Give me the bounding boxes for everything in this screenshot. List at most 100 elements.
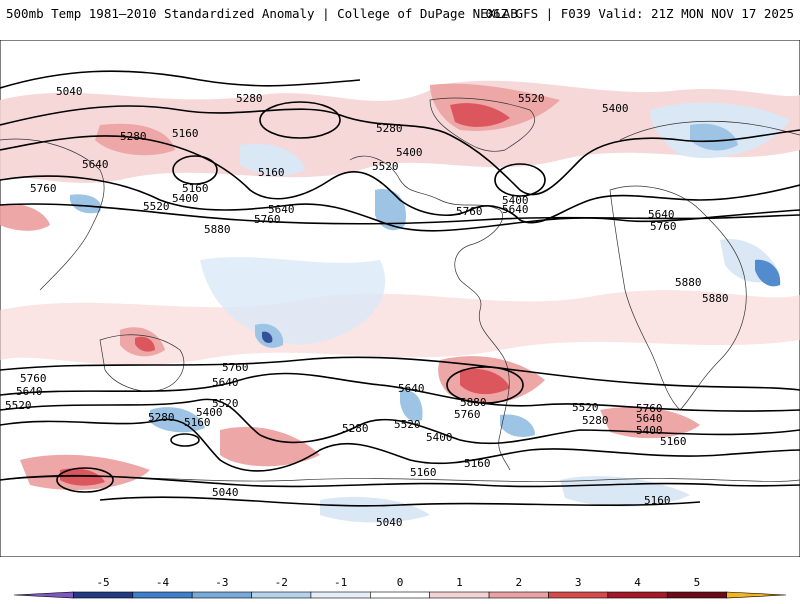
contour-label: 5280 (582, 414, 609, 427)
contour-label: 5520 (372, 160, 399, 173)
anomaly-shading (0, 80, 800, 523)
contour-label: 5280 (376, 122, 403, 135)
contour-label: 5520 (212, 397, 239, 410)
contour-label: 5880 (204, 223, 231, 236)
contour-label: 5280 (236, 92, 263, 105)
contour-label: 5640 (82, 158, 109, 171)
contour-label: 5400 (172, 192, 199, 205)
eurasia-coastline (619, 120, 800, 141)
contour-label: 5880 (675, 276, 702, 289)
contour-label: 5760 (636, 402, 663, 415)
contour-labels: 5040 5280 5280 5160 5640 5160 5760 5520 … (5, 85, 729, 529)
contour-label: 5640 (398, 382, 425, 395)
contour-label: 5160 (258, 166, 285, 179)
contour-line (0, 398, 800, 445)
contour-label: 5400 (396, 146, 423, 159)
contour-label: 5640 (502, 203, 529, 216)
greenland-coastline (429, 97, 535, 152)
height-contours (0, 70, 800, 507)
colorbar-tick-label: -5 (96, 576, 109, 589)
colorbar-tick-label: 5 (694, 576, 701, 589)
colorbar-tick-label: 4 (634, 576, 641, 589)
contour-closed-low (259, 101, 341, 139)
asia-coastline (0, 138, 105, 291)
contour-label: 5760 (20, 372, 47, 385)
contour-label: 5280 (120, 130, 147, 143)
contour-label: 5160 (644, 494, 671, 507)
model-run-info: 06Z GFS | F039 Valid: 21Z MON NOV 17 202… (485, 6, 794, 21)
contour-label: 5880 (460, 396, 487, 409)
colorbar-segment (132, 591, 193, 599)
colorbar-segment (370, 591, 430, 599)
colorbar-tick-label: -1 (334, 576, 347, 589)
contour-label: 5280 (148, 411, 175, 424)
coastlines (0, 97, 800, 482)
map-canvas: 5040 5280 5280 5160 5640 5160 5760 5520 … (0, 40, 800, 557)
contour-label: 5520 (394, 418, 421, 431)
colorbar-tick-label: -4 (156, 576, 170, 589)
contour-label: 5760 (254, 213, 281, 226)
contour-label: 5760 (456, 205, 483, 218)
colorbar-canvas: -5 -4 -3 -2 -1 0 1 2 3 4 5 (13, 576, 787, 599)
contour-label: 5160 (182, 182, 209, 195)
contour-label: 5760 (222, 361, 249, 374)
contour-line (0, 105, 800, 196)
contour-label: 5400 (602, 102, 629, 115)
contour-line (99, 496, 701, 507)
map-title: 500mb Temp 1981–2010 Standardized Anomal… (6, 6, 518, 21)
americas-coastline (349, 155, 511, 471)
contour-label: 5040 (56, 85, 83, 98)
contour-label: 5160 (184, 416, 211, 429)
contour-closed-low (494, 163, 546, 197)
contour-closed-high (56, 467, 114, 493)
contour-label: 5880 (702, 292, 729, 305)
contour-label: 5520 (143, 200, 170, 213)
australia-coastline (99, 334, 185, 392)
colorbar-segment (607, 591, 668, 599)
contour-label: 5520 (5, 399, 32, 412)
contour-label: 5400 (196, 406, 223, 419)
contour-label: 5640 (648, 208, 675, 221)
contour-closed-high (446, 366, 524, 404)
africa-europe-coastline (609, 185, 747, 411)
contour-closed-low (170, 433, 200, 447)
contour-label: 5640 (16, 385, 43, 398)
colorbar-segment (429, 591, 490, 599)
contour-line (0, 175, 800, 232)
contour-line (0, 372, 800, 412)
contour-closed-low (172, 155, 218, 185)
contour-label: 5520 (572, 401, 599, 414)
contour-label: 5400 (636, 424, 663, 437)
colorbar-tick-label: -3 (215, 576, 228, 589)
contour-label: 5760 (454, 408, 481, 421)
contour-line (0, 418, 800, 472)
anomaly-map: 5040 5280 5280 5160 5640 5160 5760 5520 … (0, 40, 800, 557)
colorbar-segment (666, 591, 727, 599)
contour-label: 5520 (518, 92, 545, 105)
colorbar-segment (251, 591, 312, 599)
colorbar-tick-label: 3 (575, 576, 582, 589)
header-bar: 500mb Temp 1981–2010 Standardized Anomal… (0, 0, 800, 40)
colorbar-tick-label: 1 (456, 576, 463, 589)
contour-line (0, 356, 800, 391)
colorbar-segment (13, 591, 74, 599)
colorbar-tick-label: 2 (515, 576, 522, 589)
contour-line (0, 70, 361, 89)
contour-label: 5760 (650, 220, 677, 233)
colorbar-tick-label: -2 (275, 576, 288, 589)
contour-line (0, 474, 800, 488)
contour-line (0, 203, 800, 225)
contour-label: 5400 (426, 431, 453, 444)
colorbar-segment (73, 591, 134, 599)
contour-label: 5760 (30, 182, 57, 195)
colorbar-segment (726, 591, 787, 599)
colorbar-tick-label: 0 (397, 576, 404, 589)
contour-label: 5160 (410, 466, 437, 479)
contour-label: 5040 (376, 516, 403, 529)
contour-label: 5640 (212, 376, 239, 389)
contour-label: 5280 (342, 422, 369, 435)
contour-label: 5640 (636, 412, 663, 425)
contour-label: 5400 (502, 194, 529, 207)
colorbar-segment (548, 591, 609, 599)
anomaly-colorbar: -5 -4 -3 -2 -1 0 1 2 3 4 5 (0, 570, 800, 600)
